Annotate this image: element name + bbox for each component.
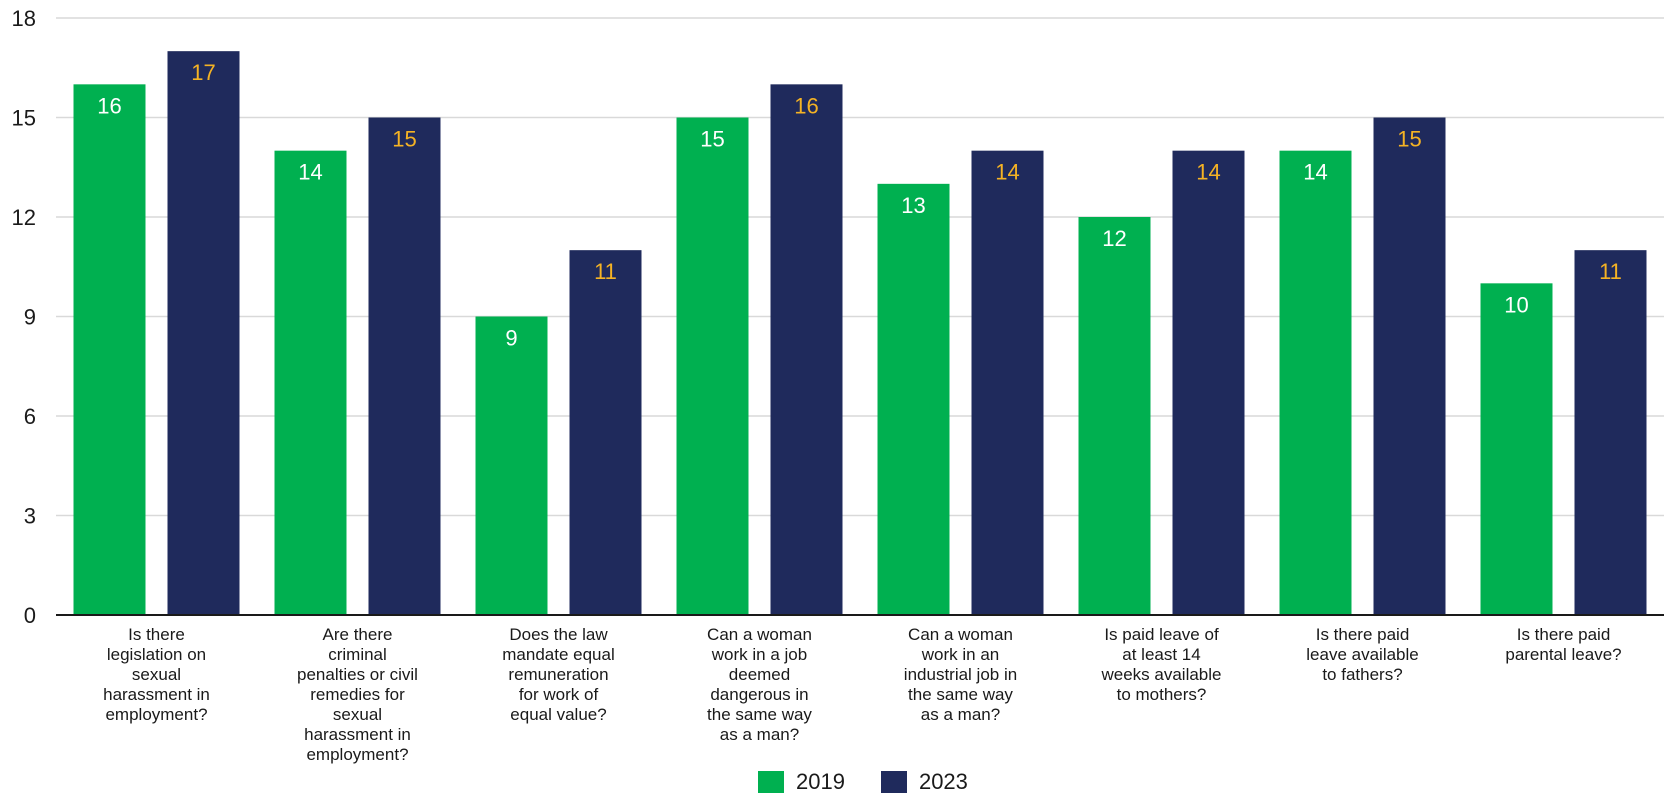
value-label-2019-1: 16 [97, 93, 121, 118]
x-category-label-line: harassment in [103, 685, 210, 704]
x-category-label-line: criminal [328, 645, 387, 664]
bar-2023-8 [1574, 250, 1647, 615]
x-category-label-line: as a man? [920, 705, 1001, 724]
x-category-label-line: sexual [332, 705, 383, 724]
value-label-2023-3: 11 [594, 259, 617, 284]
x-category-label-line: at least 14 [1122, 645, 1201, 664]
x-category-label-8: Is there paid parental leave? [1476, 625, 1651, 665]
y-tick-label-6: 6 [24, 404, 36, 429]
x-category-label-line: Are there [322, 625, 393, 644]
x-category-label-5: Can a woman work in an industrial job in th… [873, 625, 1048, 725]
bar-2019-2 [274, 150, 347, 615]
value-label-2019-7: 14 [1303, 160, 1327, 185]
x-category-label-line: Is there paid [1516, 625, 1611, 644]
x-category-label-7: Is there paid leave available to fathers? [1275, 625, 1450, 685]
value-label-2023-2: 15 [392, 127, 416, 152]
value-label-2019-2: 14 [298, 160, 322, 185]
value-label-2023-5: 14 [995, 160, 1019, 185]
x-category-label-line: penalties or civil [297, 665, 418, 684]
bar-2023-1 [167, 51, 240, 615]
x-category-label-line: remuneration [508, 665, 609, 684]
value-label-2023-4: 16 [794, 93, 818, 118]
y-tick-label-9: 9 [24, 305, 36, 330]
x-category-label-1: Is there legislation on sexual harassment i… [69, 625, 244, 725]
bar-2019-5 [877, 183, 950, 616]
x-category-label-line: weeks available [1101, 665, 1222, 684]
value-label-2019-6: 12 [1102, 226, 1126, 251]
y-tick-label-0: 0 [24, 603, 36, 628]
bar-2023-7 [1373, 117, 1446, 615]
x-category-label-line: Is there [128, 625, 185, 644]
x-category-label-line: leave available [1306, 645, 1419, 664]
x-category-label-line: industrial job in [903, 665, 1018, 684]
value-label-2023-7: 15 [1397, 127, 1421, 152]
x-category-label-line: dangerous in [710, 685, 809, 704]
x-category-label-line: Is paid leave of [1104, 625, 1219, 644]
y-tick-label-3: 3 [24, 504, 36, 529]
legend-label-2023: 2023 [918, 769, 968, 794]
value-label-2019-3: 9 [505, 326, 517, 351]
y-tick-label-15: 15 [12, 106, 36, 131]
x-category-label-line: the same way [908, 685, 1013, 704]
legend: 2019 2023 [758, 769, 1004, 795]
legend-swatch-2023 [880, 771, 907, 793]
x-category-label-line: work in a job [711, 645, 808, 664]
x-category-label-line: the same way [707, 705, 812, 724]
legend-swatch-2019 [758, 771, 784, 793]
x-category-label-line: work in an [921, 645, 1000, 664]
x-category-label-line: sexual [131, 665, 182, 684]
x-category-label-line: employment? [306, 745, 409, 764]
x-category-label-line: Does the law [509, 625, 608, 644]
legend-label-2019: 2019 [796, 769, 845, 794]
x-category-label-line: as a man? [719, 725, 800, 744]
x-category-label-line: legislation on [106, 645, 207, 664]
value-label-2019-5: 13 [901, 193, 925, 218]
x-category-label-line: harassment in [304, 725, 411, 744]
x-category-label-line: Can a woman [908, 625, 1013, 644]
bar-2023-5 [971, 150, 1044, 615]
x-category-label-line: Is there paid [1315, 625, 1410, 644]
x-category-label-line: deemed [728, 665, 791, 684]
bar-2019-1 [73, 84, 146, 616]
x-category-label-line: to fathers? [1322, 665, 1403, 684]
x-category-label-2: Are there criminal penalties or civil remed… [270, 625, 445, 765]
bar-2023-2 [368, 117, 441, 615]
value-label-2023-6: 14 [1196, 160, 1220, 185]
x-category-label-line: employment? [105, 705, 208, 724]
bar-2023-3 [569, 250, 642, 615]
legend-item-2023: 2023 [880, 769, 968, 795]
x-category-label-line: Can a woman [707, 625, 812, 644]
y-tick-label-18: 18 [12, 6, 36, 31]
x-category-label-4: Can a woman work in a job deemed dangerous … [672, 625, 847, 745]
legend-item-2019: 2019 [758, 769, 845, 795]
bar-2019-6 [1078, 217, 1151, 615]
x-category-label-line: remedies for [310, 685, 405, 704]
bar-2019-7 [1279, 150, 1352, 615]
value-label-2023-8: 11 [1599, 259, 1622, 284]
value-label-2019-4: 15 [700, 127, 724, 152]
value-label-2019-8: 10 [1504, 292, 1528, 317]
x-category-label-3: Does the law mandate equal remuneration for… [471, 625, 646, 725]
x-category-label-line: mandate equal [502, 645, 615, 664]
x-category-label-line: equal value? [510, 705, 607, 724]
x-category-label-line: to mothers? [1116, 685, 1207, 704]
y-tick-label-12: 12 [12, 205, 36, 230]
bar-2019-8 [1480, 283, 1553, 615]
x-category-label-6: Is paid leave of at least 14 weeks availab… [1074, 625, 1249, 705]
x-category-label-line: for work of [518, 685, 599, 704]
bar-2023-6 [1172, 150, 1245, 615]
bar-2019-4 [676, 117, 749, 615]
bar-2019-3 [475, 316, 548, 615]
x-category-label-line: parental leave? [1505, 645, 1622, 664]
bar-2023-4 [770, 84, 843, 616]
value-label-2023-1: 17 [191, 60, 215, 85]
